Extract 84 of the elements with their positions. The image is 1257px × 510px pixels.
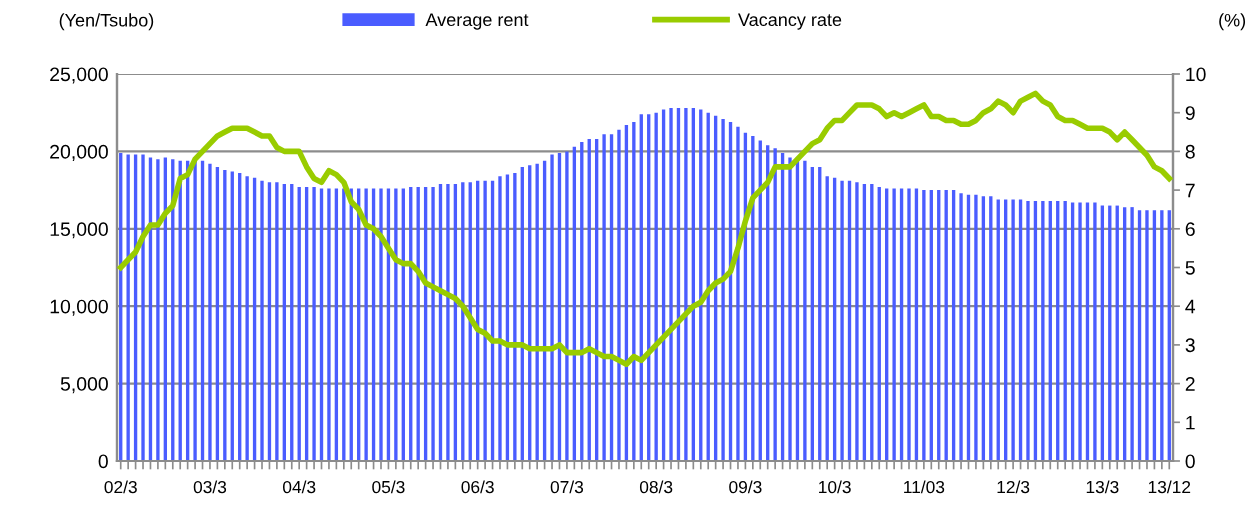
y-axis-title: (Yen/Tsubo) bbox=[59, 13, 154, 31]
y-tick-label: 10,000 bbox=[50, 299, 108, 316]
bar bbox=[223, 169, 227, 461]
x-tick-label: 10/3 bbox=[819, 480, 851, 494]
bar bbox=[483, 180, 487, 461]
bar bbox=[312, 187, 316, 461]
bar bbox=[446, 183, 450, 461]
bar bbox=[1026, 200, 1030, 461]
bar bbox=[684, 108, 688, 461]
bar bbox=[721, 118, 725, 461]
y2-tick-label: 9 bbox=[1185, 106, 1195, 120]
y2-tick-label: 10 bbox=[1186, 67, 1206, 82]
bar bbox=[1130, 207, 1134, 461]
y2-tick-label: 5 bbox=[1185, 261, 1195, 275]
bar bbox=[1160, 210, 1164, 461]
bar bbox=[550, 154, 554, 461]
bar bbox=[669, 108, 673, 461]
bar bbox=[245, 176, 249, 461]
x-tick-label: 13/3 bbox=[1086, 480, 1119, 494]
bar bbox=[394, 188, 398, 461]
bar bbox=[736, 126, 740, 461]
bar bbox=[654, 112, 658, 461]
y2-tick-label: 0 bbox=[1185, 454, 1195, 469]
bar bbox=[1078, 202, 1082, 461]
y-tick-label: 20,000 bbox=[50, 144, 108, 161]
x-tick-label: 02/3 bbox=[104, 480, 137, 494]
bar bbox=[974, 194, 978, 461]
bar bbox=[907, 188, 911, 461]
y2-tick-label: 1 bbox=[1186, 415, 1195, 430]
bar bbox=[602, 134, 606, 461]
bar bbox=[1063, 200, 1067, 461]
x-tick-label: 12/3 bbox=[997, 480, 1030, 494]
bar bbox=[855, 182, 859, 461]
legend-label: Vacancy rate bbox=[738, 13, 842, 30]
y2-axis-title: (%) bbox=[1219, 13, 1246, 31]
y2-tick-label: 6 bbox=[1185, 222, 1195, 237]
bar bbox=[803, 160, 807, 461]
bar bbox=[431, 187, 435, 461]
y2-tick-label: 3 bbox=[1185, 338, 1195, 353]
x-tick-label: 05/3 bbox=[372, 480, 405, 494]
bar bbox=[260, 180, 264, 461]
bar bbox=[498, 176, 502, 461]
bar bbox=[275, 182, 279, 461]
bar bbox=[840, 180, 844, 461]
bar bbox=[1041, 200, 1045, 461]
bar bbox=[632, 121, 636, 461]
y2-tick-label: 8 bbox=[1185, 144, 1195, 159]
bar bbox=[922, 190, 926, 461]
x-tick-label: 07/3 bbox=[550, 480, 584, 494]
x-tick-label: 11/03 bbox=[904, 480, 945, 494]
x-tick-label: 08/3 bbox=[639, 480, 673, 494]
y2-tick-label: 2 bbox=[1185, 377, 1195, 391]
bar bbox=[773, 148, 777, 461]
x-tick-label: 09/3 bbox=[729, 480, 762, 494]
bar bbox=[364, 188, 368, 461]
bar bbox=[1093, 202, 1097, 461]
bar bbox=[156, 159, 160, 461]
x-tick-label: 13/12 bbox=[1148, 480, 1191, 494]
bar bbox=[892, 188, 896, 461]
y-tick-label: 5,000 bbox=[60, 377, 108, 394]
bar bbox=[208, 163, 212, 461]
x-tick-label: 06/3 bbox=[461, 480, 494, 494]
x-tick-label: 03/3 bbox=[193, 480, 227, 494]
bar bbox=[513, 173, 517, 461]
bar bbox=[788, 157, 792, 461]
bar bbox=[617, 129, 621, 461]
bar bbox=[751, 135, 755, 461]
bar bbox=[535, 163, 539, 461]
y-tick-label: 25,000 bbox=[50, 67, 108, 84]
bar bbox=[141, 154, 145, 461]
y-tick-label: 15,000 bbox=[50, 222, 108, 239]
y2-tick-label: 4 bbox=[1185, 299, 1196, 314]
bar bbox=[565, 151, 569, 461]
y-tick-label: 0 bbox=[98, 454, 108, 469]
bar bbox=[1145, 210, 1149, 461]
legend-label: Average rent bbox=[425, 13, 529, 30]
bar bbox=[327, 188, 331, 461]
bar bbox=[126, 154, 130, 461]
bar bbox=[959, 193, 963, 461]
y2-tick-label: 7 bbox=[1185, 183, 1195, 198]
bar bbox=[1011, 199, 1015, 461]
bar bbox=[379, 188, 383, 461]
x-tick-label: 04/3 bbox=[282, 480, 316, 494]
bar bbox=[193, 160, 197, 461]
